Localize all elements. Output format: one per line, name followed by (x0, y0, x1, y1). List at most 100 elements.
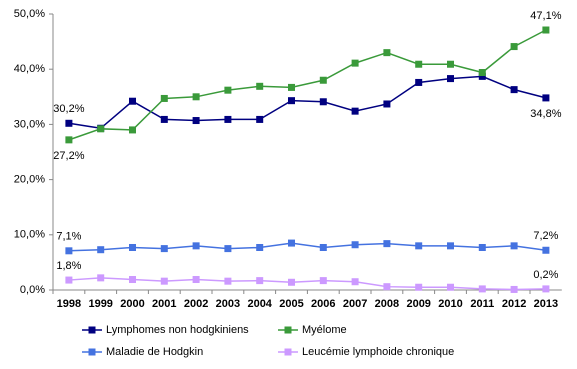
point-marker (256, 82, 264, 90)
point-marker (383, 100, 391, 108)
point-marker (160, 245, 168, 253)
point-marker (383, 240, 391, 248)
point-marker (319, 277, 327, 285)
point-marker (478, 72, 486, 80)
y-tick-label: 0,0% (20, 284, 45, 296)
y-tick-label: 50,0% (14, 8, 45, 20)
legend-label: Lymphomes non hodgkiniens (106, 324, 249, 336)
point-marker (288, 239, 295, 247)
point-marker (224, 277, 232, 285)
point-marker (415, 242, 423, 250)
point-marker (129, 243, 136, 251)
point-marker (160, 277, 168, 285)
point-marker (542, 26, 550, 34)
x-tick-label: 2010 (438, 298, 462, 310)
data-label: 34,8% (530, 108, 561, 120)
y-tick-label: 40,0% (14, 63, 45, 75)
point-marker (256, 243, 264, 251)
data-label: 7,1% (56, 231, 81, 243)
point-marker (319, 243, 327, 251)
point-marker (383, 283, 391, 291)
point-marker (97, 125, 105, 133)
point-marker (447, 75, 454, 83)
y-tick-label: 20,0% (14, 174, 45, 186)
x-tick-label: 1999 (88, 298, 112, 310)
point-marker (510, 242, 518, 250)
point-marker (65, 136, 73, 144)
point-marker (478, 69, 486, 77)
x-tick-label: 2002 (184, 298, 208, 310)
point-marker (415, 283, 423, 291)
point-marker (224, 115, 232, 123)
point-marker (510, 86, 518, 94)
point-marker (510, 285, 518, 293)
x-tick-label: 2004 (247, 298, 272, 310)
point-marker (65, 247, 73, 255)
point-marker (192, 242, 200, 250)
point-marker (288, 97, 295, 105)
point-marker (192, 93, 200, 101)
legend-label: Myélome (302, 324, 347, 336)
legend-label: Leucémie lymphoide chronique (302, 346, 454, 358)
point-marker (129, 126, 136, 134)
point-marker (415, 78, 423, 86)
y-tick-label: 10,0% (14, 229, 45, 241)
x-tick-label: 2009 (406, 298, 430, 310)
series-line (68, 242, 547, 252)
point-marker (447, 60, 454, 68)
point-marker (542, 94, 550, 102)
series-line (68, 29, 547, 141)
x-tick-label: 1998 (57, 298, 81, 310)
point-marker (319, 76, 327, 84)
data-label: 30,2% (53, 103, 84, 115)
point-marker (351, 241, 359, 249)
data-label: 27,2% (53, 150, 84, 162)
legend-marker (284, 348, 292, 356)
series-line (68, 75, 547, 130)
x-tick-label: 2011 (470, 298, 494, 310)
point-marker (288, 278, 295, 286)
legend-marker (88, 326, 96, 334)
data-label: 0,2% (533, 269, 558, 281)
point-marker (447, 283, 454, 291)
x-tick-label: 2001 (152, 298, 176, 310)
x-tick-label: 2005 (279, 298, 303, 310)
point-marker (129, 276, 136, 284)
data-label: 47,1% (530, 10, 561, 22)
x-tick-label: 2008 (375, 298, 399, 310)
point-marker (192, 276, 200, 284)
point-marker (319, 98, 327, 106)
point-marker (510, 43, 518, 51)
x-tick-label: 2006 (311, 298, 335, 310)
point-marker (224, 86, 232, 94)
x-tick-label: 2012 (502, 298, 526, 310)
point-marker (478, 243, 486, 251)
point-marker (65, 119, 73, 127)
x-tick-label: 2003 (216, 298, 240, 310)
data-label: 1,8% (56, 260, 81, 272)
point-marker (65, 276, 73, 284)
point-marker (129, 97, 136, 105)
point-marker (383, 49, 391, 57)
point-marker (351, 59, 359, 67)
legend-label: Maladie de Hodgkin (106, 346, 203, 358)
point-marker (351, 107, 359, 115)
point-marker (447, 242, 454, 250)
legend-marker (88, 348, 96, 356)
point-marker (192, 117, 200, 125)
x-tick-label: 2000 (120, 298, 144, 310)
x-tick-label: 2013 (534, 298, 558, 310)
data-label: 7,2% (533, 230, 558, 242)
point-marker (97, 274, 105, 282)
point-marker (160, 115, 168, 123)
point-marker (224, 245, 232, 253)
point-marker (351, 278, 359, 286)
point-marker (97, 246, 105, 254)
series-line (68, 277, 546, 291)
point-marker (256, 277, 264, 285)
point-marker (288, 83, 295, 91)
legend-marker (284, 326, 292, 334)
point-marker (542, 285, 550, 293)
point-marker (160, 94, 168, 102)
